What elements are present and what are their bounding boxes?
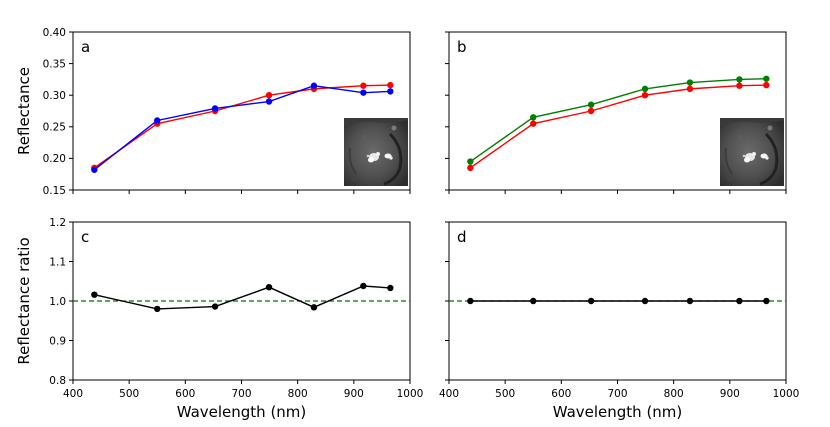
panel-letter: a <box>81 38 90 56</box>
data-point <box>686 297 694 305</box>
data-point <box>530 297 537 305</box>
data-point <box>686 85 694 93</box>
series-0 <box>467 81 770 172</box>
data-point <box>91 291 98 298</box>
crater-inset-image <box>344 118 408 186</box>
series-1 <box>91 82 394 173</box>
data-point <box>587 101 595 108</box>
data-point <box>641 92 649 99</box>
y-tick-label: 0.20 <box>43 153 66 165</box>
data-point <box>387 88 394 95</box>
panel-letter: b <box>457 38 467 56</box>
data-point <box>530 114 537 121</box>
data-point <box>467 297 474 305</box>
panel-b: b <box>445 31 787 194</box>
y-axis-title: Reflectance <box>15 67 33 155</box>
panel-letter: c <box>81 228 89 246</box>
x-tick-label: 400 <box>439 388 459 400</box>
series-1 <box>467 75 770 165</box>
data-point <box>467 158 474 165</box>
data-point <box>211 105 219 112</box>
data-point <box>763 75 770 82</box>
data-point <box>641 297 649 305</box>
data-point <box>154 117 161 124</box>
data-point <box>736 297 743 305</box>
data-point <box>736 82 743 89</box>
panels: 0.15 0.20 0.25 0.30 0.35 0.40 a Reflectance b 400… <box>15 27 799 421</box>
data-point <box>387 284 394 292</box>
data-point <box>530 120 537 127</box>
x-tick-label: 600 <box>551 388 571 400</box>
panel-letter: d <box>457 228 467 246</box>
x-tick-label: 1000 <box>773 388 800 400</box>
data-point <box>310 82 318 89</box>
x-tick-label: 700 <box>607 388 627 400</box>
data-point <box>387 81 394 89</box>
data-point <box>360 282 367 290</box>
x-axis-title: Wavelength (nm) <box>553 403 683 421</box>
series-0 <box>91 282 394 313</box>
x-tick-label: 900 <box>720 388 740 400</box>
data-point <box>265 98 273 105</box>
data-point <box>211 303 219 310</box>
data-point <box>763 297 770 305</box>
x-tick-label: 400 <box>63 388 83 400</box>
y-tick-label: 0.35 <box>43 58 66 70</box>
data-point <box>360 89 367 96</box>
panel-a: 0.15 0.20 0.25 0.30 0.35 0.40 a Reflectance <box>15 27 411 197</box>
y-tick-label: 1.1 <box>49 256 66 268</box>
data-point <box>587 107 595 115</box>
y-tick-label: 0.25 <box>43 122 66 134</box>
data-point <box>91 166 98 173</box>
data-point <box>265 92 273 99</box>
y-tick-label: 0.40 <box>43 27 66 39</box>
y-tick-label: 0.8 <box>49 375 66 387</box>
x-tick-label: 800 <box>288 388 308 400</box>
data-point <box>265 283 273 291</box>
data-point <box>736 76 743 83</box>
data-point <box>310 304 318 311</box>
y-tick-label: 1.2 <box>49 217 66 229</box>
x-tick-label: 700 <box>231 388 251 400</box>
x-axis-title: Wavelength (nm) <box>177 403 307 421</box>
data-point <box>154 305 161 313</box>
data-point <box>467 164 474 172</box>
x-tick-label: 1000 <box>397 388 424 400</box>
data-point <box>686 79 694 86</box>
data-point <box>587 297 595 305</box>
series-line <box>94 285 391 310</box>
y-axis-title: Reflectance ratio <box>15 237 33 364</box>
crater-inset-image <box>720 118 784 186</box>
x-tick-label: 900 <box>344 388 364 400</box>
y-tick-label: 1.0 <box>49 296 66 308</box>
panel-d: 400 500 600 700 800 900 1000 d Wavelength (nm) <box>439 221 800 421</box>
data-point <box>360 82 367 89</box>
panel-c: 400 500 600 700 800 900 1000 0.8 0.9 1.0 1.1 1.2 c Re… <box>15 217 423 421</box>
x-tick-label: 800 <box>664 388 684 400</box>
data-point <box>641 85 649 93</box>
x-tick-label: 600 <box>175 388 195 400</box>
x-tick-label: 500 <box>495 388 515 400</box>
y-tick-label: 0.30 <box>43 90 66 102</box>
x-tick-label: 500 <box>119 388 139 400</box>
y-tick-label: 0.15 <box>43 185 66 197</box>
y-tick-label: 0.9 <box>49 335 66 347</box>
data-point <box>763 81 770 89</box>
series-0 <box>467 297 770 305</box>
